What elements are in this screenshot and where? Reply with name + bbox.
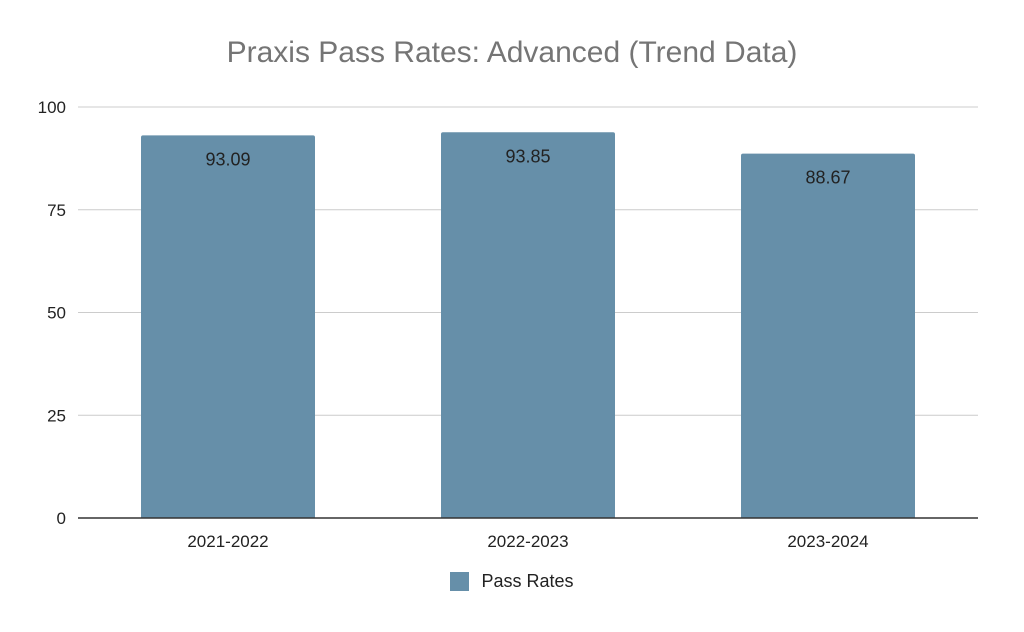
legend-label-pass-rates: Pass Rates — [481, 571, 574, 591]
y-tick-label: 100 — [38, 98, 66, 117]
x-axis-ticks: 2021-2022 2022-2023 2023-2024 — [187, 532, 868, 551]
chart-title: Praxis Pass Rates: Advanced (Trend Data) — [226, 36, 798, 69]
y-tick-label: 75 — [47, 201, 66, 220]
bar — [741, 153, 915, 519]
y-axis-ticks: 0 25 50 75 100 — [38, 98, 66, 528]
x-tick-label: 2023-2024 — [787, 532, 868, 551]
bars — [141, 132, 915, 519]
data-label: 93.09 — [205, 149, 250, 169]
data-label: 93.85 — [505, 146, 550, 166]
legend-swatch — [450, 572, 470, 591]
x-tick-label: 2022-2023 — [487, 532, 568, 551]
y-tick-label: 25 — [47, 406, 66, 425]
bar — [141, 135, 315, 519]
x-tick-label: 2021-2022 — [187, 532, 268, 551]
data-label: 88.67 — [805, 168, 850, 188]
legend: Pass Rates — [0, 571, 1024, 592]
bar — [441, 132, 615, 519]
y-tick-label: 0 — [57, 509, 66, 528]
y-tick-label: 50 — [47, 304, 66, 323]
data-labels: 93.09 93.85 88.67 — [205, 146, 850, 187]
